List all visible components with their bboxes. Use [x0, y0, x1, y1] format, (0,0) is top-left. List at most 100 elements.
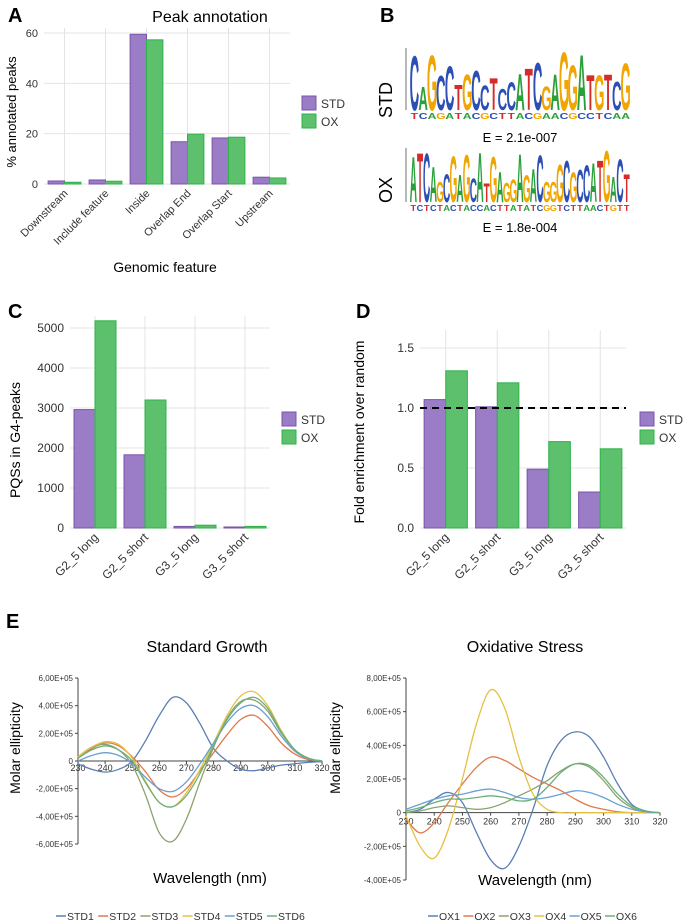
logo-letter: A — [590, 153, 597, 214]
series-line-ox3 — [405, 763, 661, 814]
logo-letter-minor: A — [463, 204, 470, 213]
y-tick-label: 3000 — [37, 401, 64, 415]
panel-label-c: C — [8, 301, 22, 323]
y-tick-label: -2,00E+05 — [36, 785, 74, 794]
logo-letter: G — [462, 63, 472, 120]
legend-label-ox2: OX2 — [474, 911, 495, 923]
bar-std — [170, 141, 189, 185]
logo-letter: A — [430, 156, 437, 213]
legend-label-std: STD — [321, 97, 345, 111]
legend-label-std4: STD4 — [194, 911, 221, 923]
logo-letter: T — [484, 178, 490, 209]
logo-letter: C — [423, 139, 430, 217]
logo-letter: C — [471, 59, 481, 122]
logo-letter-minor: T — [499, 113, 507, 122]
bar-std — [526, 468, 550, 529]
logo-letter-minor: C — [489, 113, 498, 122]
legend-label-ox1: OX1 — [439, 911, 460, 923]
y-tick-label: 8,00E+05 — [367, 674, 402, 683]
logo-letter: A — [515, 65, 525, 123]
y-tick-label: 0 — [32, 179, 38, 191]
logo-letter-minor: T — [504, 204, 510, 213]
bar-std — [88, 179, 106, 185]
motif-std-evalue: E = 2.1e-007 — [483, 130, 558, 145]
chart-e2-xlabel: Wavelength (nm) — [478, 872, 592, 889]
logo-letter: T — [490, 71, 498, 121]
legend-swatch-ox — [281, 429, 297, 445]
chart-e1-ylabel: Molar ellipticity — [7, 702, 23, 794]
bar-ox — [445, 370, 468, 529]
logo-letter: G — [594, 65, 604, 121]
legend-label-ox6: OX6 — [616, 911, 637, 923]
series-line-std5 — [77, 704, 323, 793]
logo-letter: A — [516, 142, 523, 218]
bar-ox — [244, 525, 267, 529]
logo-letter-minor: G — [533, 113, 542, 122]
y-tick-label: -6,00E+05 — [36, 840, 74, 849]
logo-letter-minor: G — [436, 113, 445, 122]
logo-letter: A — [550, 63, 560, 121]
logo-letter-minor: T — [577, 204, 583, 213]
logo-letter-minor: A — [583, 204, 590, 213]
legend-swatch-std — [301, 95, 317, 111]
logo-letter-minor: C — [450, 204, 457, 213]
legend-label-ox4: OX4 — [545, 911, 566, 923]
y-tick-label: 1000 — [37, 481, 64, 495]
logo-letter: C — [533, 50, 543, 125]
bar-ox — [146, 39, 164, 185]
logo-letter: T — [586, 65, 594, 121]
legend-swatch-ox — [639, 429, 655, 445]
x-tick-label: 280 — [206, 763, 221, 773]
x-tick-label: 320 — [314, 763, 329, 773]
legend-label-ox: OX — [659, 431, 676, 445]
y-tick-label: -4,00E+05 — [36, 812, 74, 821]
bar-std — [475, 406, 498, 529]
logo-letter-minor: G — [550, 204, 557, 213]
logo-letter: C — [563, 149, 570, 216]
logo-letter: C — [616, 149, 623, 216]
x-tick-label: 260 — [152, 763, 167, 773]
x-tick-label: 230 — [398, 817, 413, 827]
logo-letter-minor: A — [590, 204, 597, 213]
y-tick-label: -2,00E+05 — [364, 842, 402, 851]
logo-letter: C — [498, 83, 508, 118]
y-tick-label: 1.0 — [397, 401, 414, 415]
logo-letter-minor: A — [551, 113, 560, 122]
logo-letter-minor: A — [445, 113, 454, 122]
series-line-ox6 — [405, 762, 661, 814]
legend-swatch-std — [639, 411, 655, 427]
y-tick-label: 4,00E+05 — [39, 702, 74, 711]
chart-e2-ylabel: Molar ellipticity — [327, 702, 343, 794]
series-line-ox4 — [405, 688, 660, 860]
x-tick-label: 290 — [568, 817, 583, 827]
panel-label-a: A — [8, 5, 22, 27]
logo-letter: G — [541, 81, 551, 118]
logo-letter-minor: A — [428, 113, 437, 122]
logo-letter: G — [489, 143, 497, 216]
y-tick-label: 1.5 — [397, 341, 414, 355]
logo-letter-minor: C — [604, 113, 613, 122]
y-tick-label: 2,00E+05 — [367, 775, 402, 784]
bar-std — [423, 399, 447, 529]
logo-letter-minor: A — [542, 113, 551, 122]
series-line-std6 — [77, 696, 323, 808]
panel-e-standard-growth-chart: Standard Growth -6,00E+05 -4,00E+05 -2,00E… — [7, 639, 330, 923]
logo-letter: C — [583, 155, 590, 215]
y-tick-label: 6,00E+05 — [367, 708, 402, 717]
logo-letter-minor: T — [517, 204, 523, 213]
chart-d-ylabel: Fold enrichment over random — [351, 341, 367, 524]
chart-c-ylabel: PQSs in G4-peaks — [7, 382, 23, 498]
logo-letter-minor: A — [463, 113, 472, 122]
chart-a-ylabel: % annotated peaks — [4, 56, 19, 168]
legend-swatch-ox — [301, 113, 317, 129]
chart-e2-title: Oxidative Stress — [467, 639, 583, 656]
logo-letter: A — [456, 168, 463, 212]
logo-letter-minor: A — [612, 113, 621, 122]
bar-ox — [599, 448, 623, 529]
y-tick-label: 4,00E+05 — [367, 741, 402, 750]
y-tick-label: 2000 — [37, 441, 64, 455]
